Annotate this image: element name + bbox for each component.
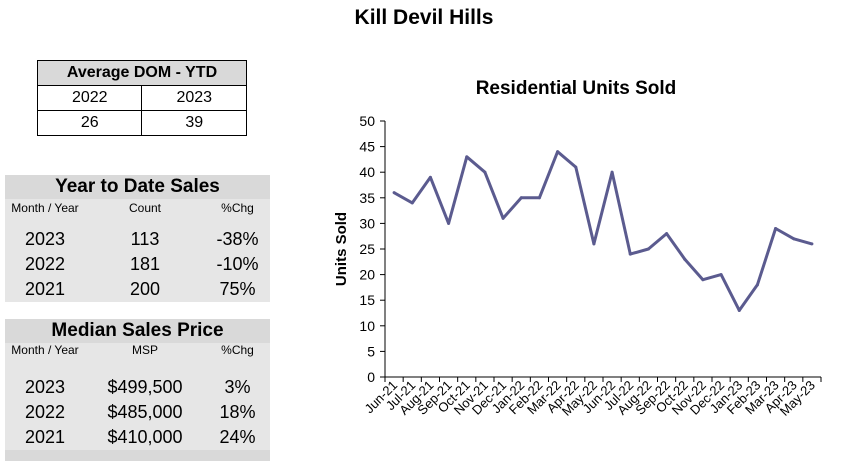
ytd-title: Year to Date Sales bbox=[5, 175, 270, 199]
data-point bbox=[556, 150, 560, 154]
data-point bbox=[737, 308, 741, 312]
data-point bbox=[665, 232, 669, 236]
msp-row: 2022 $485,000 18% bbox=[5, 400, 270, 425]
msp-row-price: $485,000 bbox=[107, 402, 183, 422]
msp-body: Month / Year MSP %Chg 2023 $499,500 3% 2… bbox=[5, 343, 270, 450]
y-tick-label: 25 bbox=[359, 241, 375, 257]
ytd-row-count: 200 bbox=[129, 279, 161, 299]
data-point bbox=[719, 273, 723, 277]
ytd-column-headers: Month / Year Count %Chg bbox=[5, 199, 270, 227]
data-point bbox=[792, 237, 796, 241]
data-point bbox=[810, 242, 814, 246]
y-tick-label: 5 bbox=[367, 343, 375, 359]
msp-row: 2023 $499,500 3% bbox=[5, 375, 270, 400]
msp-row-price: $499,500 bbox=[107, 377, 183, 397]
dom-year-2022: 2022 bbox=[36, 85, 143, 111]
y-tick-label: 35 bbox=[359, 190, 375, 206]
msp-col-month: Month / Year bbox=[11, 343, 79, 357]
ytd-row-chg: -38% bbox=[216, 229, 259, 249]
dom-table: Average DOM - YTD 2022 2023 26 39 bbox=[36, 60, 247, 136]
ytd-row: 2023 113 -38% bbox=[5, 227, 270, 252]
data-point bbox=[428, 175, 432, 179]
msp-row-year: 2023 bbox=[24, 377, 66, 397]
y-tick-label: 30 bbox=[359, 215, 375, 231]
data-point bbox=[701, 278, 705, 282]
data-point bbox=[483, 170, 487, 174]
msp-row-price: $410,000 bbox=[107, 427, 183, 447]
ytd-col-chg: %Chg bbox=[221, 201, 254, 215]
ytd-row-count: 181 bbox=[129, 254, 161, 274]
data-point bbox=[465, 155, 469, 159]
dom-value-2023: 39 bbox=[141, 110, 247, 136]
data-point bbox=[683, 257, 687, 261]
y-tick-label: 50 bbox=[359, 113, 375, 129]
plot-area: 05101520253035404550Jun-21Jul-21Aug-21Se… bbox=[359, 113, 822, 419]
data-point bbox=[646, 247, 650, 251]
ytd-row: 2021 200 75% bbox=[5, 277, 270, 302]
y-tick-label: 45 bbox=[359, 139, 375, 155]
data-point bbox=[501, 216, 505, 220]
y-axis-label: Units Sold bbox=[333, 212, 350, 286]
msp-row: 2021 $410,000 24% bbox=[5, 425, 270, 450]
data-point bbox=[410, 201, 414, 205]
dom-value-2022: 26 bbox=[36, 110, 143, 136]
ytd-col-month: Month / Year bbox=[11, 201, 79, 215]
page-title: Kill Devil Hills bbox=[354, 6, 494, 29]
msp-title: Median Sales Price bbox=[5, 319, 270, 343]
msp-row-year: 2021 bbox=[24, 427, 66, 447]
y-tick-label: 40 bbox=[359, 164, 375, 180]
y-tick-label: 20 bbox=[359, 267, 375, 283]
msp-column-headers: Month / Year MSP %Chg bbox=[5, 343, 270, 375]
msp-col-chg: %Chg bbox=[221, 343, 254, 357]
series-line bbox=[393, 150, 813, 312]
data-point bbox=[774, 227, 778, 231]
ytd-row-year: 2021 bbox=[24, 279, 66, 299]
chart-title: Residential Units Sold bbox=[476, 78, 677, 99]
msp-row-chg: 24% bbox=[219, 427, 256, 447]
units-sold-chart: Residential Units Sold Units Sold 0 5 10 15… bbox=[333, 78, 822, 419]
ytd-body: Month / Year Count %Chg 2023 113 -38% 20… bbox=[5, 199, 270, 302]
dom-header: Average DOM - YTD bbox=[37, 60, 247, 86]
ytd-col-count: Count bbox=[128, 201, 162, 215]
ytd-row-chg: -10% bbox=[216, 254, 259, 274]
y-tick-label: 10 bbox=[359, 318, 375, 334]
y-tick-label: 0 bbox=[367, 369, 375, 385]
y-tick-label: 15 bbox=[359, 292, 375, 308]
median-price-panel: Median Sales Price Month / Year MSP %Chg… bbox=[5, 319, 270, 461]
data-point bbox=[592, 242, 596, 246]
msp-row-chg: 18% bbox=[219, 402, 256, 422]
data-point bbox=[755, 283, 759, 287]
ytd-row-year: 2023 bbox=[24, 229, 66, 249]
data-point bbox=[574, 165, 578, 169]
ytd-row-year: 2022 bbox=[24, 254, 66, 274]
dom-year-2023: 2023 bbox=[141, 85, 247, 111]
msp-row-chg: 3% bbox=[224, 377, 251, 397]
data-point bbox=[392, 191, 396, 195]
ytd-row-count: 113 bbox=[130, 229, 160, 249]
msp-col-msp: MSP bbox=[131, 343, 158, 357]
data-point bbox=[519, 196, 523, 200]
ytd-sales-panel: Year to Date Sales Month / Year Count %C… bbox=[5, 175, 270, 302]
data-point bbox=[628, 252, 632, 256]
msp-row-year: 2022 bbox=[24, 402, 66, 422]
data-point bbox=[610, 170, 614, 174]
data-point bbox=[447, 221, 451, 225]
ytd-row: 2022 181 -10% bbox=[5, 252, 270, 277]
data-point bbox=[537, 196, 541, 200]
ytd-row-chg: 75% bbox=[219, 279, 256, 299]
